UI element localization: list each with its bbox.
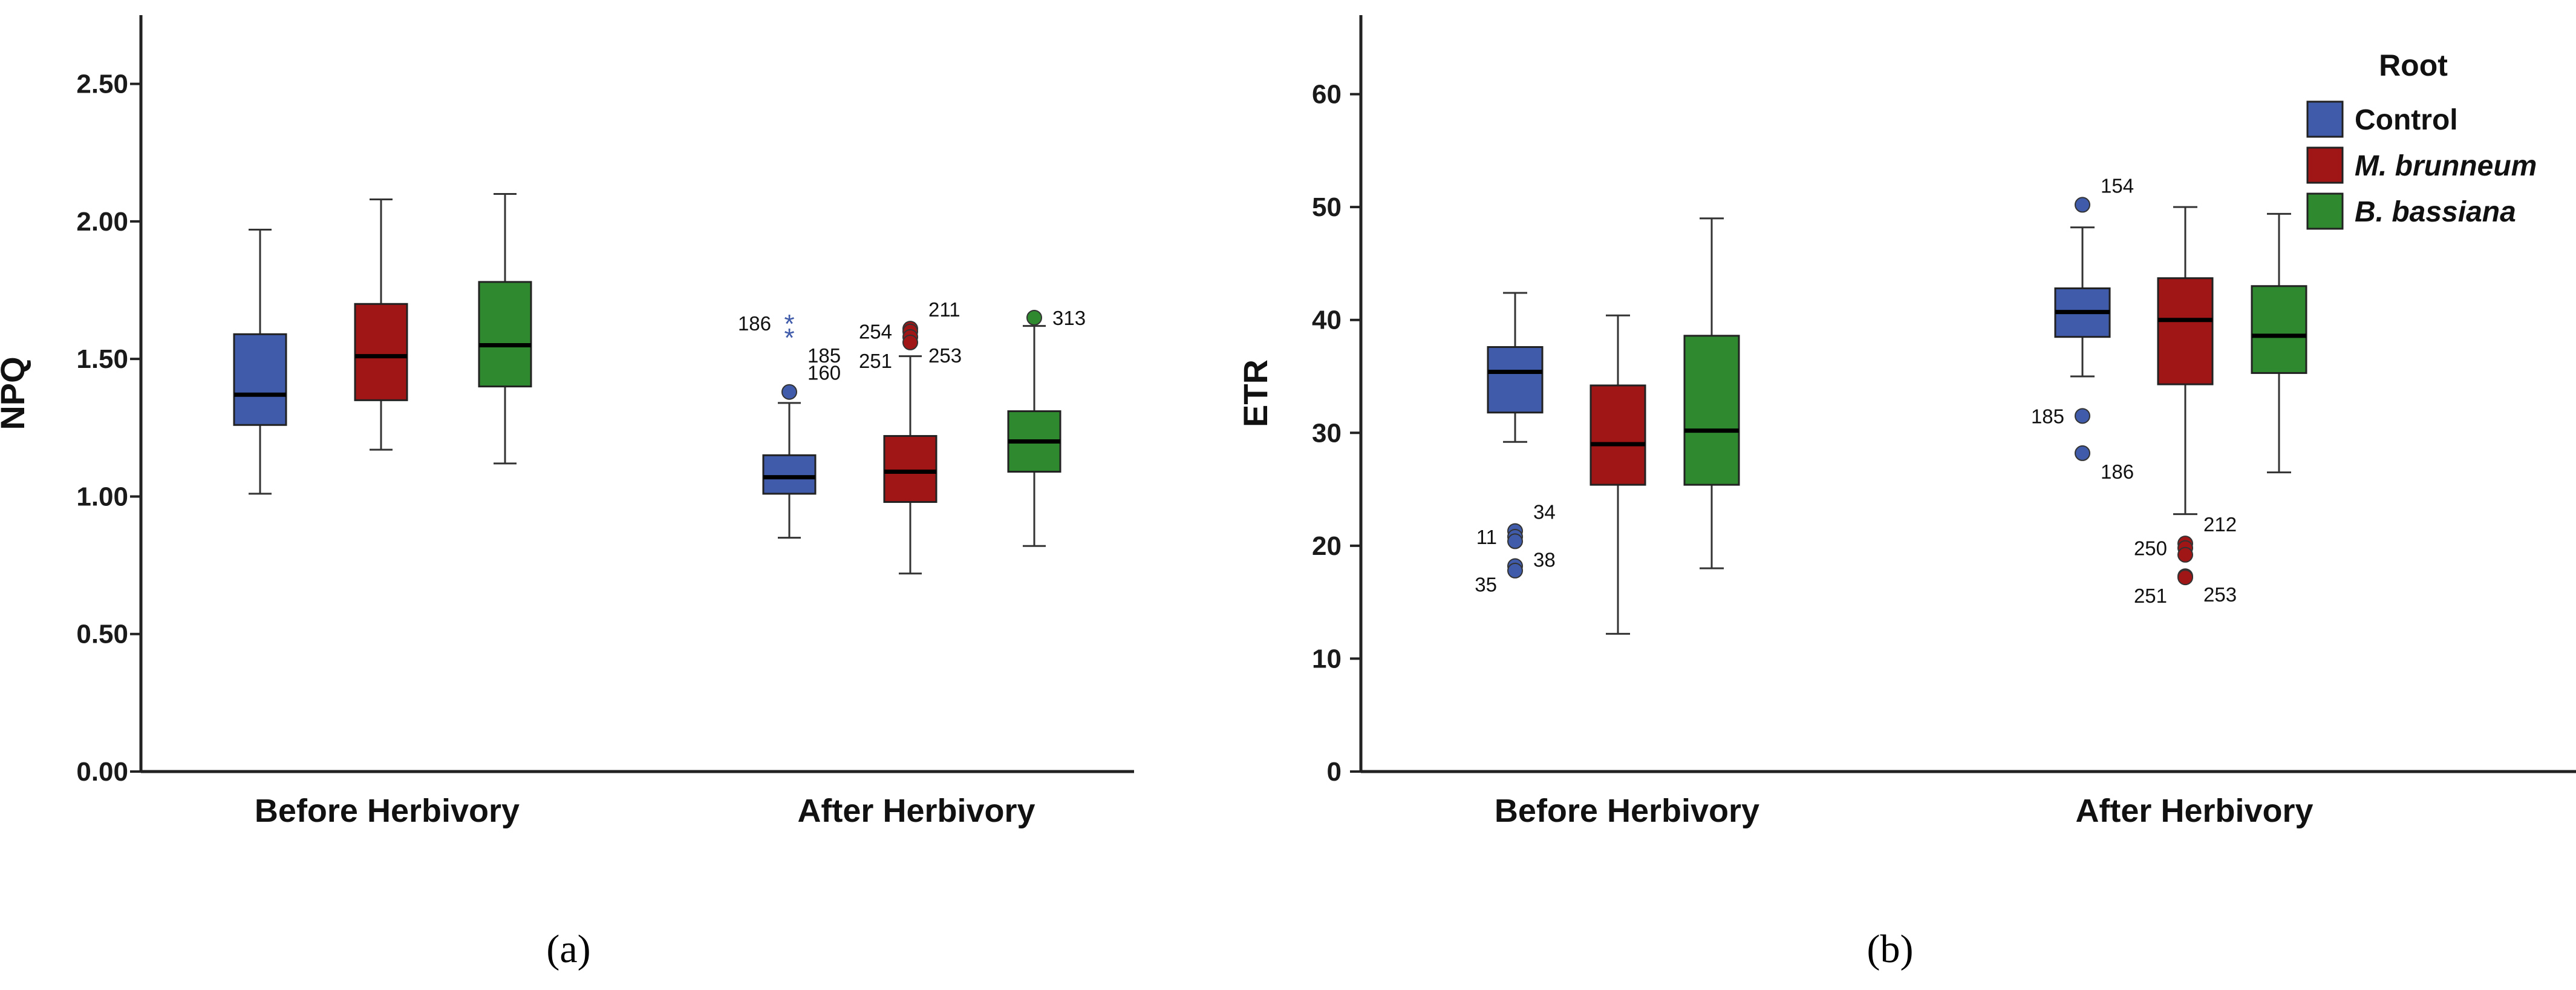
- box-m-brunneum: [354, 303, 408, 401]
- outlier-label: 185: [2031, 405, 2064, 427]
- y-tick-label: 2.00: [76, 207, 128, 237]
- outlier-label: 11: [1476, 526, 1497, 548]
- y-tick-label: 2.50: [76, 70, 128, 99]
- y-tick-label: 40: [1312, 306, 1342, 335]
- outlier-star: *: [784, 323, 794, 353]
- y-tick-label: 0: [1327, 757, 1342, 787]
- y-axis-label: ETR: [1236, 359, 1274, 427]
- outlier-label: 186: [2101, 461, 2134, 483]
- y-axis-label: NPQ: [0, 356, 31, 430]
- y-tick-label: 30: [1312, 418, 1342, 448]
- outlier-point: [1026, 310, 1042, 326]
- outlier-label: 211: [928, 298, 960, 321]
- legend-swatch: [2306, 146, 2344, 184]
- x-category-label: Before Herbivory: [255, 793, 520, 829]
- y-tick-label: 1.00: [76, 482, 128, 511]
- y-tick-label: 1.50: [76, 344, 128, 374]
- outlier-point: [2177, 546, 2193, 563]
- box-control: [762, 454, 817, 495]
- x-category-label: After Herbivory: [797, 793, 1035, 829]
- outlier-label: 160: [807, 362, 841, 384]
- outlier-point: [781, 384, 797, 400]
- y-tick-label: 0.00: [76, 757, 128, 787]
- outlier-point: [1507, 562, 1523, 579]
- outlier-label: 35: [1475, 573, 1497, 595]
- box-m-brunneum: [1590, 384, 1646, 486]
- subfigure-caption: (a): [546, 927, 590, 971]
- x-category-label: Before Herbivory: [1495, 793, 1759, 829]
- outlier-label: 313: [1052, 307, 1086, 329]
- outlier-point: [2075, 445, 2090, 461]
- legend-swatch: [2306, 192, 2344, 230]
- outlier-label: 254: [859, 321, 892, 343]
- panel-b: 0 10 20 30 40 50 60 ETR Before Herbivory After He…: [1236, 15, 2576, 971]
- outlier-label: 154: [2101, 174, 2134, 197]
- y-tick-label: 50: [1312, 192, 1342, 222]
- legend-label: M. brunneum: [2355, 150, 2537, 182]
- outlier-label: 250: [2134, 537, 2167, 560]
- x-category-label: After Herbivory: [2075, 793, 2313, 829]
- outlier-label: 251: [2134, 585, 2167, 607]
- outlier-point: [2075, 197, 2090, 213]
- legend-label: Control: [2355, 104, 2458, 136]
- outlier-point: [2075, 408, 2090, 424]
- panel-a: 0.00 0.50 1.00 1.50 2.00 2.50 NPQ Before Herbiv…: [0, 15, 1134, 971]
- subfigure-caption: (b): [1867, 927, 1914, 971]
- outlier-label: 34: [1533, 501, 1556, 523]
- outlier-label: 212: [2203, 513, 2237, 536]
- outlier-label: 251: [859, 350, 892, 372]
- box-b-bassiana: [1683, 335, 1740, 486]
- legend-title: Root: [2379, 48, 2448, 82]
- outlier-point: [902, 334, 918, 350]
- box-control: [233, 333, 287, 426]
- outlier-label: 253: [2203, 583, 2237, 606]
- box-b-bassiana: [478, 281, 532, 388]
- outlier-label: 186: [738, 312, 771, 335]
- outlier-label: 38: [1533, 548, 1556, 571]
- box-m-brunneum: [883, 434, 937, 503]
- legend-label: B. bassiana: [2355, 196, 2516, 228]
- y-tick-label: 60: [1312, 80, 1342, 110]
- outlier-star: *: [784, 309, 794, 339]
- box-b-bassiana: [2251, 285, 2307, 374]
- y-tick-label: 10: [1312, 644, 1342, 674]
- y-tick-label: 0.50: [76, 620, 128, 649]
- outlier-point: [2177, 569, 2193, 586]
- legend-swatch: [2306, 100, 2344, 138]
- y-tick-label: 20: [1312, 531, 1342, 561]
- outlier-label: 185: [807, 344, 841, 367]
- outlier-label: 253: [928, 344, 962, 367]
- outlier-point: [1507, 533, 1523, 549]
- box-control: [1487, 346, 1544, 414]
- box-m-brunneum: [2157, 277, 2214, 385]
